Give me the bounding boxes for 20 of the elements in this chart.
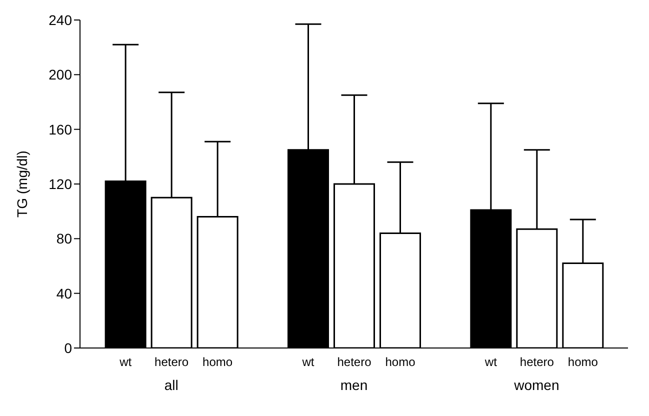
y-tick-label: 120 xyxy=(48,176,72,192)
y-tick-label: 200 xyxy=(48,66,72,83)
text: hetero xyxy=(520,355,554,369)
series-label: wt xyxy=(118,355,132,369)
x-tick-label: men xyxy=(340,376,368,393)
series-label: hetero xyxy=(154,355,189,369)
y-tick-label: 240 xyxy=(48,12,72,28)
y-tick-label: 40 xyxy=(56,285,72,302)
x-tick-label: all xyxy=(164,376,178,393)
y-tick-label: 160 xyxy=(48,121,72,138)
text: homo xyxy=(385,355,416,369)
series-label: homo xyxy=(202,355,233,369)
y-tick-label: 0 xyxy=(64,340,72,356)
y-tick-label: 80 xyxy=(56,230,72,247)
text: wt xyxy=(302,355,314,369)
text: wt xyxy=(484,355,497,369)
text: hetero xyxy=(337,355,372,369)
x-tick-label: women xyxy=(513,376,560,393)
y-axis-title: TG (mg/dl) xyxy=(14,150,30,218)
text: homo xyxy=(568,355,598,369)
